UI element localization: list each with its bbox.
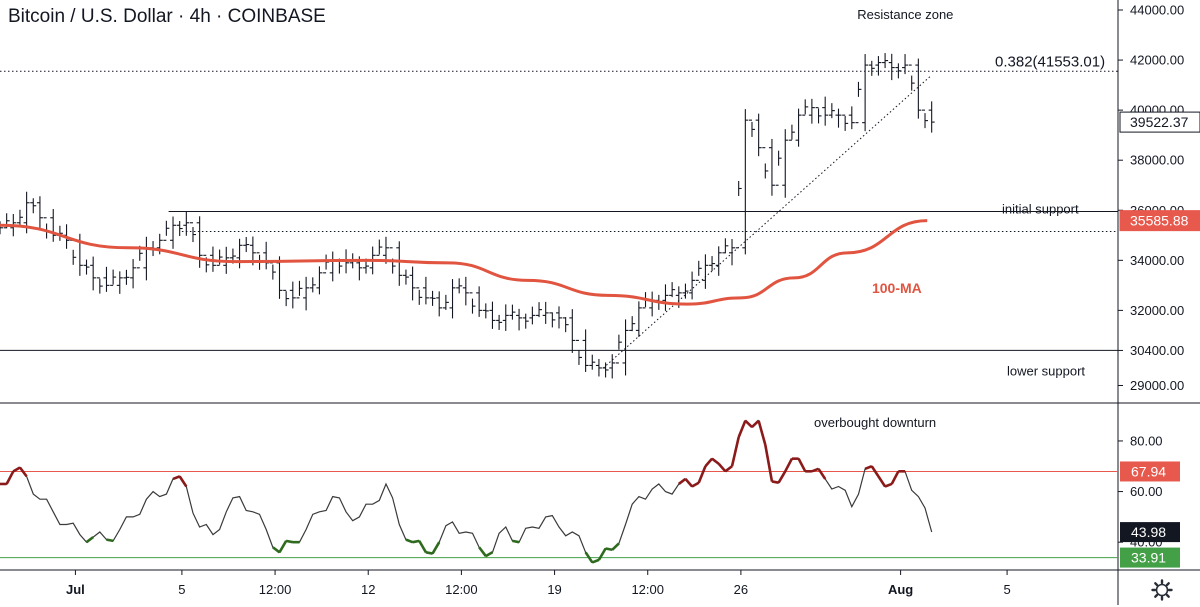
rsi-overbought-segment (724, 465, 733, 473)
rsi-overbought-segment (771, 480, 779, 484)
rsi-overbought-segment (677, 477, 687, 486)
rsi-oversold-segment (478, 546, 487, 557)
chart-title: Bitcoin / U.S. Dollar · 4h · COINBASE (8, 6, 326, 28)
x-tick-label: 12:00 (631, 582, 664, 597)
rsi-overbought-segment (877, 475, 887, 488)
y-tick-label: 34000.00 (1130, 253, 1184, 268)
rsi-current-badge (1120, 522, 1180, 543)
rsi-oversold-segment (285, 539, 294, 544)
overbought-downturn-label: overbought downturn (814, 415, 936, 430)
rsi-oversold-segment (106, 538, 114, 543)
rsi-overbought-segment (744, 419, 753, 428)
rsi-overbought-segment (757, 420, 767, 446)
rsi-overbought-segment (751, 419, 760, 428)
rsi-overbought-segment (864, 465, 873, 471)
oversold-badge-label: 33.91 (1131, 550, 1166, 566)
rsi-overbought-segment (12, 466, 21, 473)
x-tick-label: 5 (178, 582, 185, 597)
lower-support-label: lower support (1007, 363, 1085, 378)
initial-support-label: initial support (1002, 202, 1079, 217)
rsi-oversold-segment (272, 546, 281, 554)
y-tick-label: 32000.00 (1130, 303, 1184, 318)
rsi-overbought-segment (890, 470, 900, 485)
y-tick-label: 44000.00 (1130, 3, 1184, 18)
overbought-badge (1120, 461, 1180, 482)
rsi-oversold-segment (405, 538, 414, 544)
rsi-overbought-segment (764, 444, 774, 482)
exchange-label: COINBASE (227, 6, 326, 27)
x-tick-label: 12:00 (259, 582, 292, 597)
rsi-overbought-segment (811, 467, 819, 473)
rsi-overbought-segment (697, 465, 707, 484)
x-tick-label: 12:00 (445, 582, 478, 597)
rsi-overbought-segment (5, 470, 15, 485)
title-separator: · (216, 6, 223, 27)
y-tick-label: 29000.00 (1130, 378, 1184, 393)
last-price-badge (1119, 111, 1200, 133)
rsi-oversold-segment (584, 551, 594, 564)
y-tick-label: 38000.00 (1130, 153, 1184, 168)
rsi-oversold-segment (597, 547, 607, 561)
interval-label: 4h (189, 6, 211, 27)
rsi-overbought-segment (784, 458, 794, 472)
x-tick-label: Aug (888, 582, 913, 597)
resistance-zone-label: Resistance zone (857, 7, 953, 22)
y-tick-label: 30400.00 (1130, 343, 1184, 358)
rsi-overbought-segment (870, 465, 880, 478)
x-tick-label: 12 (361, 582, 375, 597)
symbol-name: Bitcoin / U.S. Dollar (8, 6, 173, 27)
rsi-overbought-segment (704, 457, 714, 468)
overbought-badge-label: 67.94 (1131, 463, 1166, 479)
rsi-current-label: 43.98 (1131, 524, 1166, 540)
rsi-overbought-segment (691, 481, 700, 488)
rsi-overbought-segment (777, 470, 787, 484)
x-tick-label: 5 (1003, 582, 1010, 597)
rsi-oversold-segment (85, 536, 94, 544)
rsi-overbought-segment (884, 482, 893, 488)
rsi-oversold-segment (431, 541, 441, 555)
rsi-oversold-segment (605, 547, 613, 552)
rsi-overbought-segment (797, 458, 807, 472)
oversold-badge (1120, 547, 1180, 568)
rsi-tick-label: 60.00 (1130, 484, 1163, 499)
rsi-overbought-segment (178, 475, 188, 488)
rsi-oversold-segment (278, 540, 288, 553)
rsi-overbought-segment (18, 466, 28, 478)
rsi-overbought-segment (684, 478, 694, 488)
rsi-overbought-segment (717, 462, 727, 473)
rsi-overbought-segment (172, 475, 181, 481)
moving-average-line (0, 219, 928, 306)
y-tick-label: 42000.00 (1130, 53, 1184, 68)
rsi-overbought-segment (730, 436, 740, 467)
rsi-overbought-segment (817, 468, 827, 480)
ma-label: 100-MA (872, 280, 922, 296)
rsi-overbought-segment (737, 420, 747, 438)
rsi-line (0, 419, 933, 564)
gear-icon[interactable] (1150, 578, 1174, 602)
x-tick-label: 26 (734, 582, 748, 597)
rsi-oversold-segment (418, 540, 428, 553)
rsi-tick-label: 80.00 (1130, 433, 1163, 448)
rsi-oversold-segment (485, 551, 494, 558)
title-separator: · (178, 6, 185, 27)
x-tick-label: 19 (547, 582, 561, 597)
ma-price-label: 35585.88 (1130, 213, 1189, 229)
fib-label: 0.382(41553.01) (995, 53, 1105, 70)
rsi-oversold-segment (591, 558, 600, 564)
trendline (603, 74, 932, 369)
ma-price-badge (1119, 210, 1200, 232)
x-tick-label: Jul (66, 582, 85, 597)
rsi-oversold-segment (512, 539, 520, 544)
last-price-label: 39522.37 (1130, 114, 1189, 130)
rsi-oversold-segment (412, 539, 420, 544)
rsi-overbought-segment (711, 457, 720, 465)
rsi-oversold-segment (425, 551, 433, 555)
rsi-oversold-segment (611, 542, 620, 551)
